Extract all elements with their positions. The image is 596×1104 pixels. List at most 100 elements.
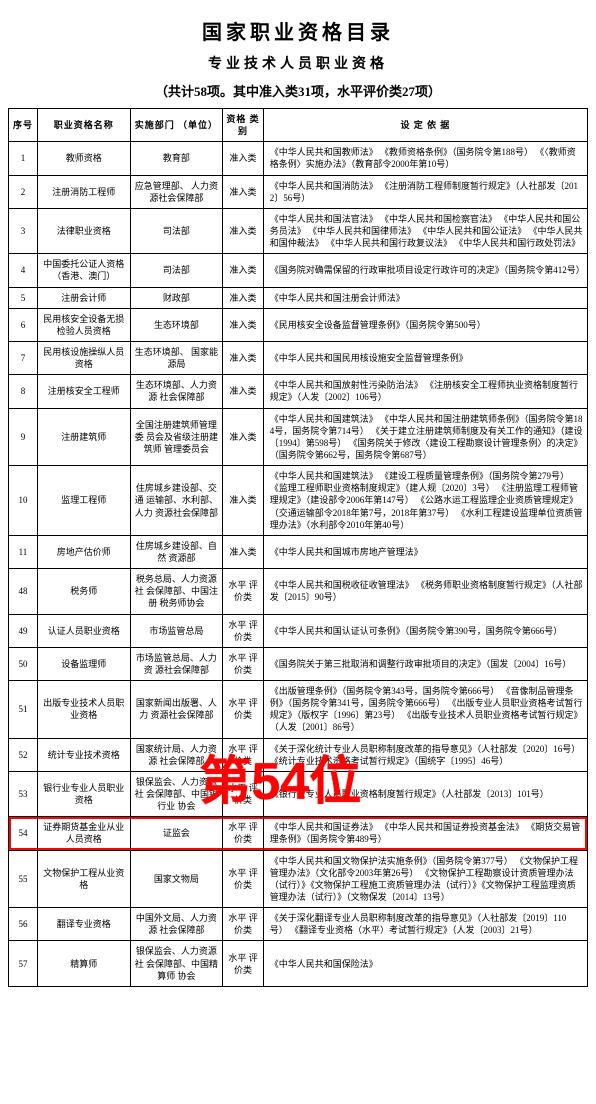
table-row: 1教师资格教育部准入类《中华人民共和国教师法》 《教师资格条例》（国务院令第18…: [9, 142, 588, 175]
table-row: 51出版专业技术人员职 业资格国家新闻出版署、人力 资源社会保障部水平 评价类《…: [9, 681, 588, 739]
cell-basis: 《中华人民共和国城市房地产管理法》: [263, 535, 587, 568]
cell-type: 水平 评价类: [223, 614, 264, 647]
col-basis: 设 定 依 据: [263, 109, 587, 142]
cell-no: 1: [9, 142, 38, 175]
table-row: 6民用核安全设备无损 检验人员资格生态环境部准入类《民用核安全设备监督管理条例》…: [9, 308, 588, 341]
cell-no: 8: [9, 375, 38, 408]
cell-dept: 市场监管总局、人力资 源社会保障部: [130, 647, 223, 680]
cell-dept: 证监会: [130, 817, 223, 850]
cell-dept: 国家文物局: [130, 850, 223, 908]
cell-basis: 《出版管理条例》（国务院令第343号，国务院令第666号） 《音像制品管理条例》…: [263, 681, 587, 739]
table-row: 49认证人员职业资格市场监管总局水平 评价类《中华人民共和国认证认可条例》（国务…: [9, 614, 588, 647]
cell-type: 水平 评价类: [223, 681, 264, 739]
cell-basis: 《中华人民共和国认证认可条例》（国务院令第390号，国务院令第666号）: [263, 614, 587, 647]
table-row: 53银行业专业人员职业 资格银保监会、人力资源社 会保障部、中国银行业 协会水平…: [9, 771, 588, 816]
cell-no: 4: [9, 254, 38, 287]
cell-name: 证券期货基金业从业 人员资格: [37, 817, 130, 850]
cell-basis: 《中华人民共和国文物保护法实施条例》（国务院令第377号） 《文物保护工程管理办…: [263, 850, 587, 908]
table-row: 3法律职业资格司法部准入类《中华人民共和国法官法》 《中华人民共和国检察官法》 …: [9, 208, 588, 253]
cell-basis: 《国务院对确需保留的行政审批项目设定行政许可的决定》（国务院令第412号）: [263, 254, 587, 287]
cell-basis: 《中华人民共和国税收征收管理法》 《税务师职业资格制度暂行规定》（人社部发〔20…: [263, 569, 587, 614]
subtitle: 专业技术人员职业资格: [8, 53, 588, 73]
cell-basis: 《中华人民共和国建筑法》 《建设工程质量管理条例》（国务院令第279号） 《监理…: [263, 466, 587, 536]
cell-type: 水平 评价类: [223, 908, 264, 941]
main-title: 国家职业资格目录: [8, 16, 588, 45]
cell-type: 准入类: [223, 175, 264, 208]
cell-basis: 《国务院关于第三批取消和调整行政审批项目的决定》（国发〔2004〕16号）: [263, 647, 587, 680]
cell-dept: 司法部: [130, 208, 223, 253]
cell-dept: 市场监管总局: [130, 614, 223, 647]
table-row: 10监理工程师住房城乡建设部、交通 运输部、水利部、人力 资源社会保障部准入类《…: [9, 466, 588, 536]
cell-type: 准入类: [223, 287, 264, 308]
cell-dept: 司法部: [130, 254, 223, 287]
cell-dept: 全国注册建筑师管理委 员会及省级注册建筑师 管理委员会: [130, 408, 223, 466]
cell-type: 准入类: [223, 142, 264, 175]
cell-dept: 生态环境部、人力资源 社会保障部: [130, 375, 223, 408]
cell-type: 水平 评价类: [223, 941, 264, 986]
cell-name: 中国委托公证人资格 （香港、澳门）: [37, 254, 130, 287]
table-row: 8注册核安全工程师生态环境部、人力资源 社会保障部准入类《中华人民共和国放射性污…: [9, 375, 588, 408]
cell-name: 注册核安全工程师: [37, 375, 130, 408]
cell-basis: 《中华人民共和国消防法》 《注册消防工程师制度暂行规定》（人社部发〔2012〕5…: [263, 175, 587, 208]
cell-no: 48: [9, 569, 38, 614]
cell-dept: 银保监会、人力资源社 会保障部、中国精算师 协会: [130, 941, 223, 986]
table-row: 11房地产估价师住房城乡建设部、自然 资源部准入类《中华人民共和国城市房地产管理…: [9, 535, 588, 568]
document-root: 国家职业资格目录 专业技术人员职业资格 （共计58项。其中准入类31项，水平评价…: [8, 16, 588, 987]
cell-name: 教师资格: [37, 142, 130, 175]
cell-name: 统计专业技术资格: [37, 738, 130, 771]
cell-basis: 《民用核安全设备监督管理条例》（国务院令第500号）: [263, 308, 587, 341]
cell-no: 55: [9, 850, 38, 908]
cell-basis: 《中华人民共和国法官法》 《中华人民共和国检察官法》 《中华人民共和国公务员法》…: [263, 208, 587, 253]
cell-name: 房地产估价师: [37, 535, 130, 568]
cell-name: 民用核设施操纵人员 资格: [37, 341, 130, 374]
table-row: 54证券期货基金业从业 人员资格证监会水平 评价类《中华人民共和国证券法》 《中…: [9, 817, 588, 850]
cell-type: 水平 评价类: [223, 850, 264, 908]
cell-dept: 税务总局、人力资源社 会保障部、中国注册 税务师协会: [130, 569, 223, 614]
cell-dept: 生态环境部: [130, 308, 223, 341]
table-row: 7民用核设施操纵人员 资格生态环境部、 国家能源局准入类《中华人民共和国民用核设…: [9, 341, 588, 374]
cell-no: 49: [9, 614, 38, 647]
cell-name: 税务师: [37, 569, 130, 614]
cell-no: 10: [9, 466, 38, 536]
col-dept: 实施部门 （单位）: [130, 109, 223, 142]
cell-type: 准入类: [223, 408, 264, 466]
col-no: 序号: [9, 109, 38, 142]
cell-no: 56: [9, 908, 38, 941]
table-row: 57精算师银保监会、人力资源社 会保障部、中国精算师 协会水平 评价类《中华人民…: [9, 941, 588, 986]
table-header-row: 序号 职业资格名称 实施部门 （单位） 资格 类别 设 定 依 据: [9, 109, 588, 142]
cell-no: 57: [9, 941, 38, 986]
table-row: 48税务师税务总局、人力资源社 会保障部、中国注册 税务师协会水平 评价类《中华…: [9, 569, 588, 614]
cell-basis: 《中华人民共和国民用核设施安全监督管理条例》: [263, 341, 587, 374]
cell-name: 注册消防工程师: [37, 175, 130, 208]
cell-basis: 《中华人民共和国保险法》: [263, 941, 587, 986]
cell-dept: 财政部: [130, 287, 223, 308]
table-row: 50设备监理师市场监管总局、人力资 源社会保障部水平 评价类《国务院关于第三批取…: [9, 647, 588, 680]
cell-name: 监理工程师: [37, 466, 130, 536]
cell-no: 50: [9, 647, 38, 680]
cell-basis: 《关于深化统计专业人员职称制度改革的指导意见》（人社部发〔2020〕16号） 《…: [263, 738, 587, 771]
cell-type: 准入类: [223, 308, 264, 341]
cell-no: 2: [9, 175, 38, 208]
qualification-table: 序号 职业资格名称 实施部门 （单位） 资格 类别 设 定 依 据 1教师资格教…: [8, 108, 588, 987]
cell-type: 水平 评价类: [223, 569, 264, 614]
cell-dept: 应急管理部、 人力资源社会保障部: [130, 175, 223, 208]
cell-type: 准入类: [223, 375, 264, 408]
cell-basis: 《中华人民共和国证券法》 《中华人民共和国证券投资基金法》 《期货交易管理条例》…: [263, 817, 587, 850]
summary-line: （共计58项。其中准入类31项，水平评价类27项）: [8, 81, 588, 100]
cell-no: 3: [9, 208, 38, 253]
cell-type: 水平 评价类: [223, 771, 264, 816]
table-row: 55文物保护工程从业资 格国家文物局水平 评价类《中华人民共和国文物保护法实施条…: [9, 850, 588, 908]
cell-dept: 中国外文局、人力资源 社会保障部: [130, 908, 223, 941]
cell-name: 认证人员职业资格: [37, 614, 130, 647]
cell-name: 注册建筑师: [37, 408, 130, 466]
cell-dept: 生态环境部、 国家能源局: [130, 341, 223, 374]
cell-type: 准入类: [223, 535, 264, 568]
cell-basis: 《中华人民共和国建筑法》 《中华人民共和国注册建筑师条例》（国务院令第184号，…: [263, 408, 587, 466]
cell-name: 设备监理师: [37, 647, 130, 680]
cell-name: 银行业专业人员职业 资格: [37, 771, 130, 816]
cell-no: 11: [9, 535, 38, 568]
cell-type: 水平 评价类: [223, 647, 264, 680]
cell-name: 出版专业技术人员职 业资格: [37, 681, 130, 739]
table-row: 2注册消防工程师应急管理部、 人力资源社会保障部准入类《中华人民共和国消防法》 …: [9, 175, 588, 208]
cell-name: 文物保护工程从业资 格: [37, 850, 130, 908]
